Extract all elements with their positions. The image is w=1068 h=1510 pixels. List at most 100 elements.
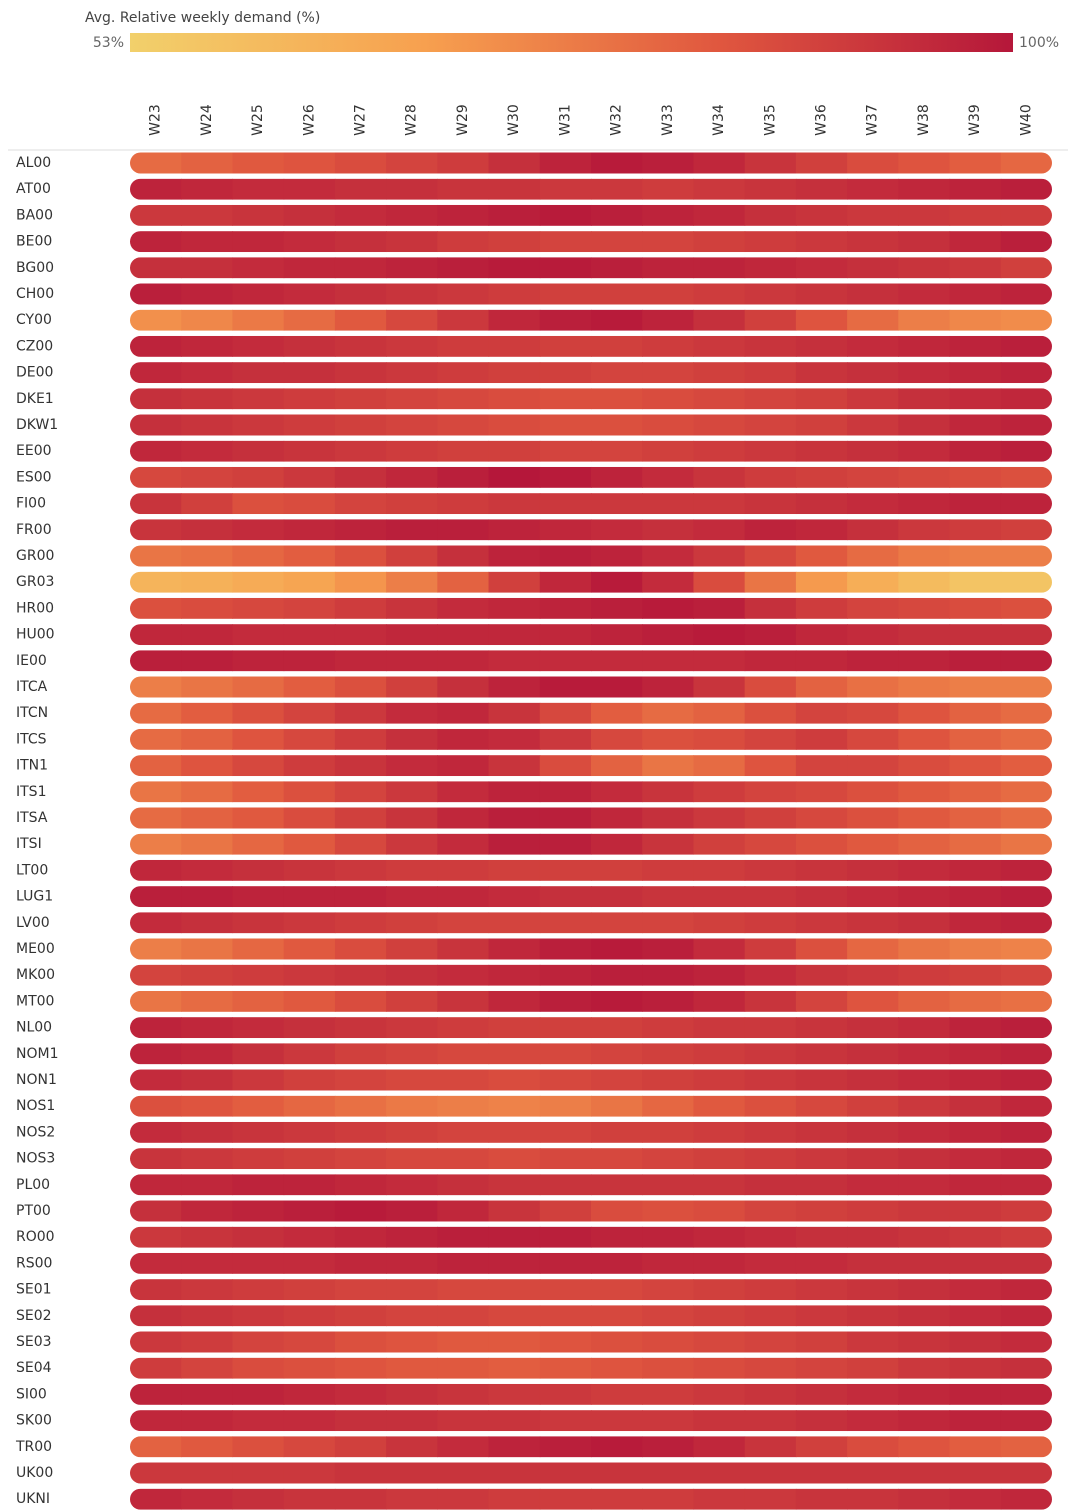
heatmap-cell xyxy=(232,1017,285,1039)
heatmap-cell xyxy=(744,231,797,253)
heatmap-cell xyxy=(847,283,899,305)
heatmap-cell xyxy=(130,1017,182,1039)
heatmap-cell xyxy=(1000,702,1052,724)
heatmap-cell xyxy=(744,466,797,488)
heatmap-cell xyxy=(386,362,438,384)
heatmap-cell xyxy=(744,886,797,908)
heatmap-cell xyxy=(437,676,490,698)
heatmap-row xyxy=(130,1383,1052,1405)
heatmap-cell xyxy=(693,1043,746,1065)
y-tick-label: DKE1 xyxy=(16,391,54,407)
heatmap-cell xyxy=(181,1043,234,1065)
heatmap-cell xyxy=(488,886,541,908)
heatmap-cell xyxy=(232,1462,285,1484)
heatmap-cell xyxy=(130,388,182,410)
heatmap-cell xyxy=(130,204,182,226)
heatmap-cell xyxy=(437,1436,490,1458)
y-tick-label: HU00 xyxy=(16,627,55,643)
heatmap-cell xyxy=(386,204,438,226)
heatmap-cell xyxy=(386,231,438,253)
heatmap-cell xyxy=(693,755,746,777)
heatmap-cell xyxy=(130,912,182,934)
heatmap-cell xyxy=(539,833,592,855)
heatmap-cell xyxy=(232,1331,285,1353)
heatmap-row xyxy=(130,597,1052,619)
heatmap-cell xyxy=(488,466,541,488)
heatmap-cell xyxy=(744,597,797,619)
heatmap-cell xyxy=(591,571,643,593)
heatmap-cell xyxy=(693,990,746,1012)
heatmap-cell xyxy=(847,545,899,567)
heatmap-cell xyxy=(488,676,541,698)
heatmap-cell xyxy=(386,650,438,672)
heatmap-cell xyxy=(949,1488,1002,1510)
heatmap-cell xyxy=(642,912,695,934)
heatmap-row xyxy=(130,283,1052,305)
heatmap-cell xyxy=(847,597,899,619)
heatmap-cell xyxy=(539,388,592,410)
heatmap-cell xyxy=(1000,624,1052,646)
heatmap-cell xyxy=(386,1357,438,1379)
heatmap-cell xyxy=(437,1069,490,1091)
heatmap-row xyxy=(130,1252,1052,1274)
heatmap-cell xyxy=(693,781,746,803)
heatmap-cell xyxy=(232,1252,285,1274)
heatmap-cell xyxy=(795,1121,848,1143)
heatmap-cell xyxy=(539,912,592,934)
y-tick-label: LV00 xyxy=(16,915,50,931)
heatmap-cell xyxy=(847,1174,899,1196)
heatmap-cell xyxy=(386,886,438,908)
heatmap-cell xyxy=(539,886,592,908)
heatmap-cell xyxy=(437,1331,490,1353)
heatmap-cell xyxy=(386,1410,438,1432)
heatmap-cell xyxy=(591,1017,643,1039)
heatmap-cell xyxy=(334,440,387,462)
heatmap-cell xyxy=(744,1226,797,1248)
heatmap-cell xyxy=(437,938,490,960)
x-tick-label: W30 xyxy=(506,104,522,136)
heatmap-cell xyxy=(386,1069,438,1091)
heatmap-cell xyxy=(437,152,490,174)
heatmap-row xyxy=(130,1017,1052,1039)
heatmap-row xyxy=(130,912,1052,934)
heatmap-cell xyxy=(591,1252,643,1274)
heatmap-cell xyxy=(949,1357,1002,1379)
heatmap-row xyxy=(130,571,1052,593)
heatmap-cell xyxy=(283,1410,336,1432)
heatmap-cell xyxy=(795,990,848,1012)
heatmap-cell xyxy=(1000,1017,1052,1039)
heatmap-cell xyxy=(539,964,592,986)
heatmap-cell xyxy=(232,1383,285,1405)
heatmap-cell xyxy=(898,1488,951,1510)
heatmap-cell xyxy=(642,178,695,200)
heatmap-cell xyxy=(744,257,797,279)
heatmap-cell xyxy=(232,283,285,305)
heatmap-cell xyxy=(591,938,643,960)
heatmap-cell xyxy=(488,833,541,855)
heatmap-cell xyxy=(437,1252,490,1274)
heatmap-cell xyxy=(488,362,541,384)
x-tick-label: W33 xyxy=(660,104,676,136)
heatmap-row xyxy=(130,1174,1052,1196)
heatmap-cell xyxy=(488,1043,541,1065)
heatmap-cell xyxy=(334,597,387,619)
x-tick-label: W35 xyxy=(762,104,778,136)
heatmap-cell xyxy=(539,728,592,750)
heatmap-row xyxy=(130,624,1052,646)
heatmap-cell xyxy=(181,571,234,593)
heatmap-cell xyxy=(232,702,285,724)
x-tick-label: W37 xyxy=(865,104,881,136)
heatmap-cell xyxy=(386,1279,438,1301)
heatmap-cell xyxy=(1000,414,1052,436)
heatmap-cell xyxy=(795,1383,848,1405)
heatmap-cell xyxy=(744,938,797,960)
heatmap-cell xyxy=(642,1043,695,1065)
heatmap-cell xyxy=(539,231,592,253)
heatmap-cell xyxy=(130,597,182,619)
heatmap-cell xyxy=(232,886,285,908)
heatmap-cell xyxy=(847,1043,899,1065)
heatmap-cell xyxy=(334,1410,387,1432)
heatmap-cell xyxy=(642,859,695,881)
heatmap-cell xyxy=(591,414,643,436)
